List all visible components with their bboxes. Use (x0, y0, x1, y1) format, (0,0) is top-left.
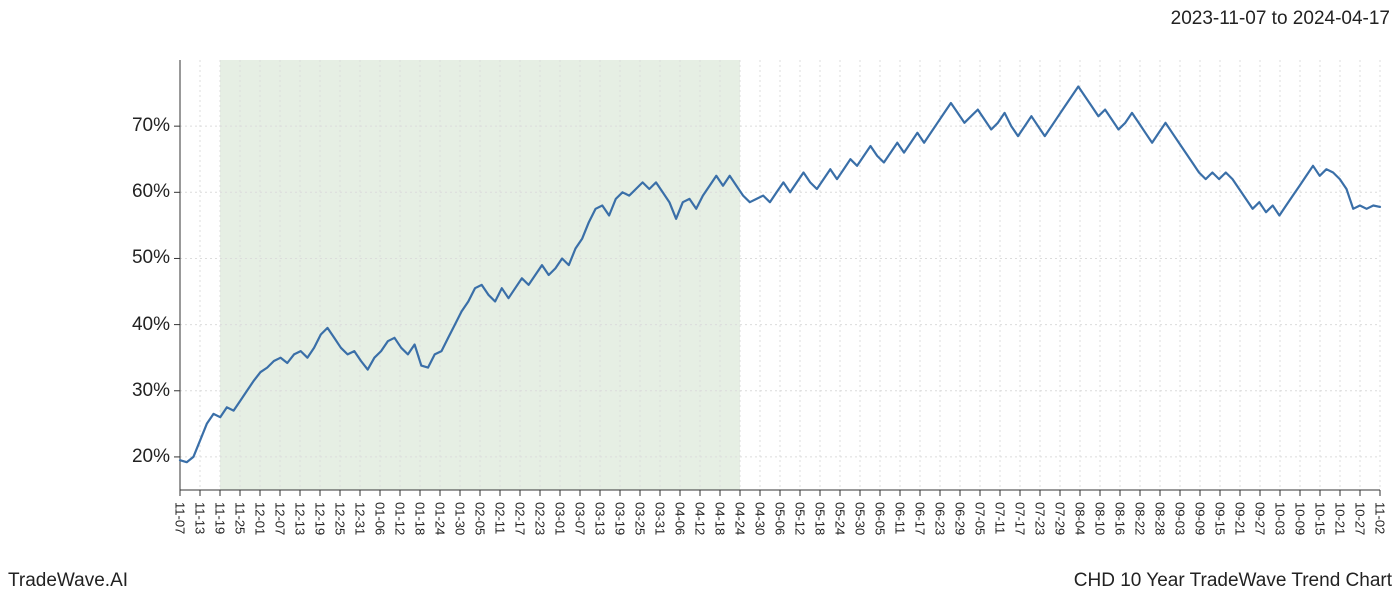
x-tick-label: 12-25 (333, 502, 348, 535)
x-tick-label: 06-29 (953, 502, 968, 535)
x-tick-label: 10-21 (1333, 502, 1348, 535)
x-tick-label: 03-25 (633, 502, 648, 535)
chart-svg (0, 40, 1400, 560)
x-tick-label: 01-30 (453, 502, 468, 535)
y-tick-label: 40% (110, 314, 170, 336)
x-tick-label: 11-13 (193, 502, 208, 534)
x-tick-label: 06-23 (933, 502, 948, 535)
x-tick-label: 02-11 (493, 502, 508, 534)
x-tick-label: 01-06 (373, 502, 388, 535)
y-tick-label: 20% (110, 446, 170, 468)
x-tick-label: 10-03 (1273, 502, 1288, 535)
trend-chart: 20% 30% 40% 50% 60% 70% 11-07 11-13 11-19 11-25 1… (0, 40, 1400, 560)
x-tick-label: 07-11 (993, 502, 1008, 534)
x-tick-label: 06-05 (873, 502, 888, 535)
x-tick-label: 08-22 (1133, 502, 1148, 535)
x-tick-label: 12-19 (313, 502, 328, 535)
brand-label: TradeWave.AI (8, 570, 128, 592)
x-tick-label: 04-24 (733, 502, 748, 535)
x-tick-label: 01-24 (433, 502, 448, 535)
x-tick-label: 11-02 (1373, 502, 1388, 534)
x-tick-label: 05-24 (833, 502, 848, 535)
x-tick-label: 07-05 (973, 502, 988, 535)
x-tick-label: 02-17 (513, 502, 528, 535)
x-tick-label: 04-12 (693, 502, 708, 535)
x-tick-label: 07-29 (1053, 502, 1068, 535)
x-tick-label: 03-19 (613, 502, 628, 535)
y-tick-label: 30% (110, 380, 170, 402)
x-tick-label: 11-19 (213, 502, 228, 534)
x-tick-label: 10-27 (1353, 502, 1368, 535)
x-tick-label: 03-31 (653, 502, 668, 535)
x-tick-label: 08-10 (1093, 502, 1108, 535)
x-tick-label: 04-30 (753, 502, 768, 535)
x-tick-label: 08-04 (1073, 502, 1088, 535)
x-tick-label: 07-23 (1033, 502, 1048, 535)
x-tick-label: 06-17 (913, 502, 928, 535)
x-tick-label: 12-13 (293, 502, 308, 535)
x-tick-label: 04-06 (673, 502, 688, 535)
x-tick-label: 02-05 (473, 502, 488, 535)
x-tick-label: 08-28 (1153, 502, 1168, 535)
x-tick-label: 09-15 (1213, 502, 1228, 535)
x-tick-label: 08-16 (1113, 502, 1128, 535)
x-tick-label: 06-11 (893, 502, 908, 534)
y-tick-label: 70% (110, 115, 170, 137)
date-range-label: 2023-11-07 to 2024-04-17 (1171, 8, 1390, 30)
y-tick-label: 50% (110, 247, 170, 269)
x-tick-label: 07-17 (1013, 502, 1028, 535)
x-tick-label: 12-31 (353, 502, 368, 535)
x-tick-label: 05-12 (793, 502, 808, 535)
x-tick-label: 05-06 (773, 502, 788, 535)
x-tick-label: 09-27 (1253, 502, 1268, 535)
x-tick-label: 05-18 (813, 502, 828, 535)
x-tick-label: 11-07 (173, 502, 188, 534)
x-tick-label: 10-09 (1293, 502, 1308, 535)
x-tick-label: 03-01 (553, 502, 568, 535)
x-tick-label: 12-07 (273, 502, 288, 535)
x-tick-label: 02-23 (533, 502, 548, 535)
x-tick-label: 03-13 (593, 502, 608, 535)
x-tick-label: 09-09 (1193, 502, 1208, 535)
x-tick-label: 10-15 (1313, 502, 1328, 535)
x-tick-label: 01-12 (393, 502, 408, 535)
x-tick-label: 03-07 (573, 502, 588, 535)
x-tick-label: 05-30 (853, 502, 868, 535)
x-tick-label: 09-21 (1233, 502, 1248, 535)
x-tick-label: 04-18 (713, 502, 728, 535)
x-tick-label: 01-18 (413, 502, 428, 535)
x-tick-label: 12-01 (253, 502, 268, 535)
chart-title: CHD 10 Year TradeWave Trend Chart (1074, 570, 1392, 592)
y-tick-label: 60% (110, 181, 170, 203)
x-tick-label: 09-03 (1173, 502, 1188, 535)
x-tick-label: 11-25 (233, 502, 248, 534)
